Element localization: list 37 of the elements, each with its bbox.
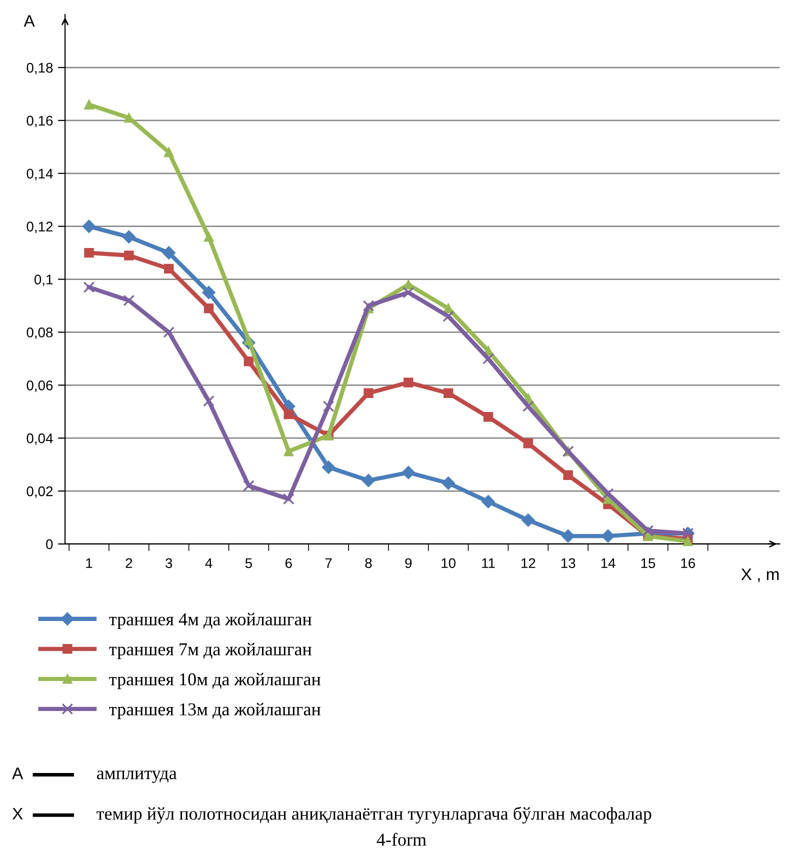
text: 4-form (376, 832, 426, 846)
x-tick-label: 2 (126, 558, 132, 568)
legend-label: траншея 7м да жойлашган (109, 642, 312, 660)
text: A (12, 768, 24, 780)
x-axis-title: X , m (741, 568, 779, 582)
legend-label: траншея 10м да жойлашган (109, 672, 321, 690)
x-tick-label: 12 (522, 558, 536, 568)
y-tick-label: 0,14 (26, 168, 53, 180)
y-tick-label: 0,02 (26, 486, 53, 498)
x-tick-label: 6 (285, 558, 292, 568)
y-axis-title: A (24, 15, 35, 27)
y-tick-label: 0,12 (26, 222, 53, 234)
legend-label: траншея 4м да жойлашган (109, 612, 312, 630)
y-tick-label: 0,18 (26, 62, 53, 74)
y-tick-label: 0,16 (26, 116, 53, 128)
text: темир йўл полотносидан аниқланаётган тугунларгача бўлган масофалар (96, 806, 652, 824)
y-tick-label: 0,04 (26, 433, 53, 445)
text: амплитуда (96, 770, 177, 783)
x-tick-label: 7 (325, 558, 332, 568)
x-tick-label: 1 (86, 558, 92, 568)
x-tick-label: 16 (681, 558, 695, 568)
x-tick-label: 8 (365, 558, 372, 568)
x-tick-label: 5 (245, 558, 252, 568)
legend-label: траншея 13м да жойлашган (109, 702, 321, 720)
text: X (12, 808, 23, 820)
x-tick-label: 15 (641, 558, 656, 568)
y-tick-label: 0 (46, 539, 53, 550)
x-tick-label: 3 (166, 558, 172, 568)
x-tick-label: 13 (561, 558, 576, 568)
y-tick-label: 0,1 (34, 274, 53, 286)
x-tick-label: 9 (405, 558, 412, 568)
x-tick-label: 4 (205, 558, 212, 568)
x-tick-label: 11 (482, 558, 495, 568)
y-tick-label: 0,08 (26, 328, 53, 340)
y-tick-label: 0,06 (26, 380, 53, 392)
x-tick-label: 14 (601, 558, 616, 568)
x-tick-label: 10 (442, 558, 456, 568)
